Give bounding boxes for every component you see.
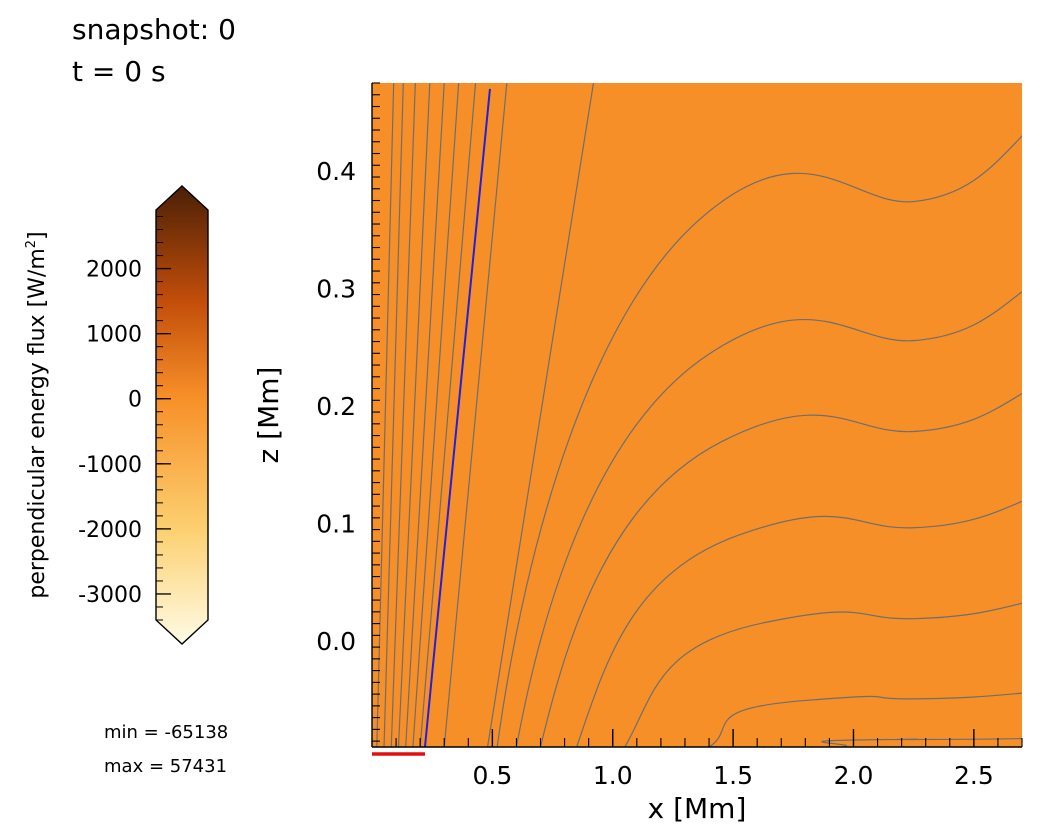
colorbar-tick-label: -1000 — [78, 453, 142, 478]
x-axis-ticks — [371, 729, 1023, 747]
colorbar-tick-label: 0 — [128, 388, 142, 413]
plot-area: 0.5 1.0 1.5 2.0 2.5 0.0 0.1 0.2 0.3 0.4 x [Mm] z… — [252, 82, 1023, 825]
field-line — [821, 738, 1022, 747]
y-tick-labels: 0.0 0.1 0.2 0.3 0.4 — [316, 157, 356, 656]
field-line — [419, 83, 477, 747]
x-tick-label: 0.5 — [472, 761, 512, 790]
field-line — [397, 83, 431, 747]
field-line — [383, 83, 404, 747]
highlight-field-line — [423, 88, 491, 747]
colorbar-label: perpendicular energy flux [W/m2] — [24, 231, 50, 598]
field-line — [496, 135, 1022, 747]
field-line — [539, 392, 1022, 747]
y-tick-label: 0.2 — [316, 392, 356, 421]
colorbar-tick-label: -2000 — [78, 518, 142, 543]
x-tick-label: 1.0 — [593, 761, 633, 790]
snapshot-label: snapshot: 0 — [72, 13, 236, 46]
field-line — [576, 500, 1022, 747]
field-line — [624, 602, 1022, 747]
colorbar-major-ticks — [156, 267, 171, 595]
field-line — [443, 83, 508, 747]
y-axis-label: z [Mm] — [252, 367, 285, 464]
x-tick-label: 2.5 — [954, 761, 994, 790]
y-axis-ticks — [372, 82, 380, 742]
field-line — [390, 83, 416, 747]
colorbar-gradient — [155, 185, 209, 645]
field-line — [708, 692, 1022, 747]
min-value-label: min = -65138 — [104, 722, 229, 743]
x-axis-label: x [Mm] — [648, 792, 747, 825]
field-line — [515, 291, 1022, 747]
max-value-label: max = 57431 — [104, 756, 228, 777]
y-tick-label: 0.1 — [316, 510, 356, 539]
highlight-line — [423, 88, 491, 747]
x-tick-labels: 0.5 1.0 1.5 2.0 2.5 — [472, 761, 993, 790]
field-line — [412, 83, 460, 747]
x-tick-label: 1.5 — [713, 761, 753, 790]
heatmap-field — [372, 83, 1022, 747]
colorbar-tick-label: -3000 — [78, 583, 142, 608]
time-label: t = 0 s — [72, 55, 166, 88]
y-tick-label: 0.0 — [316, 627, 356, 656]
y-tick-label: 0.3 — [316, 275, 356, 304]
x-tick-label: 2.0 — [834, 761, 874, 790]
colorbar-tick-label: 2000 — [86, 258, 142, 283]
field-line — [376, 83, 395, 747]
y-tick-label: 0.4 — [316, 157, 356, 186]
colorbar-tick-label: 1000 — [86, 323, 142, 348]
field-line — [405, 83, 445, 747]
colorbar: 2000 1000 0 -1000 -2000 -3000 perpendicular e… — [24, 185, 209, 645]
field-line — [486, 83, 595, 747]
colorbar-tick-labels: 2000 1000 0 -1000 -2000 -3000 — [78, 258, 142, 608]
field-lines — [376, 83, 1022, 747]
